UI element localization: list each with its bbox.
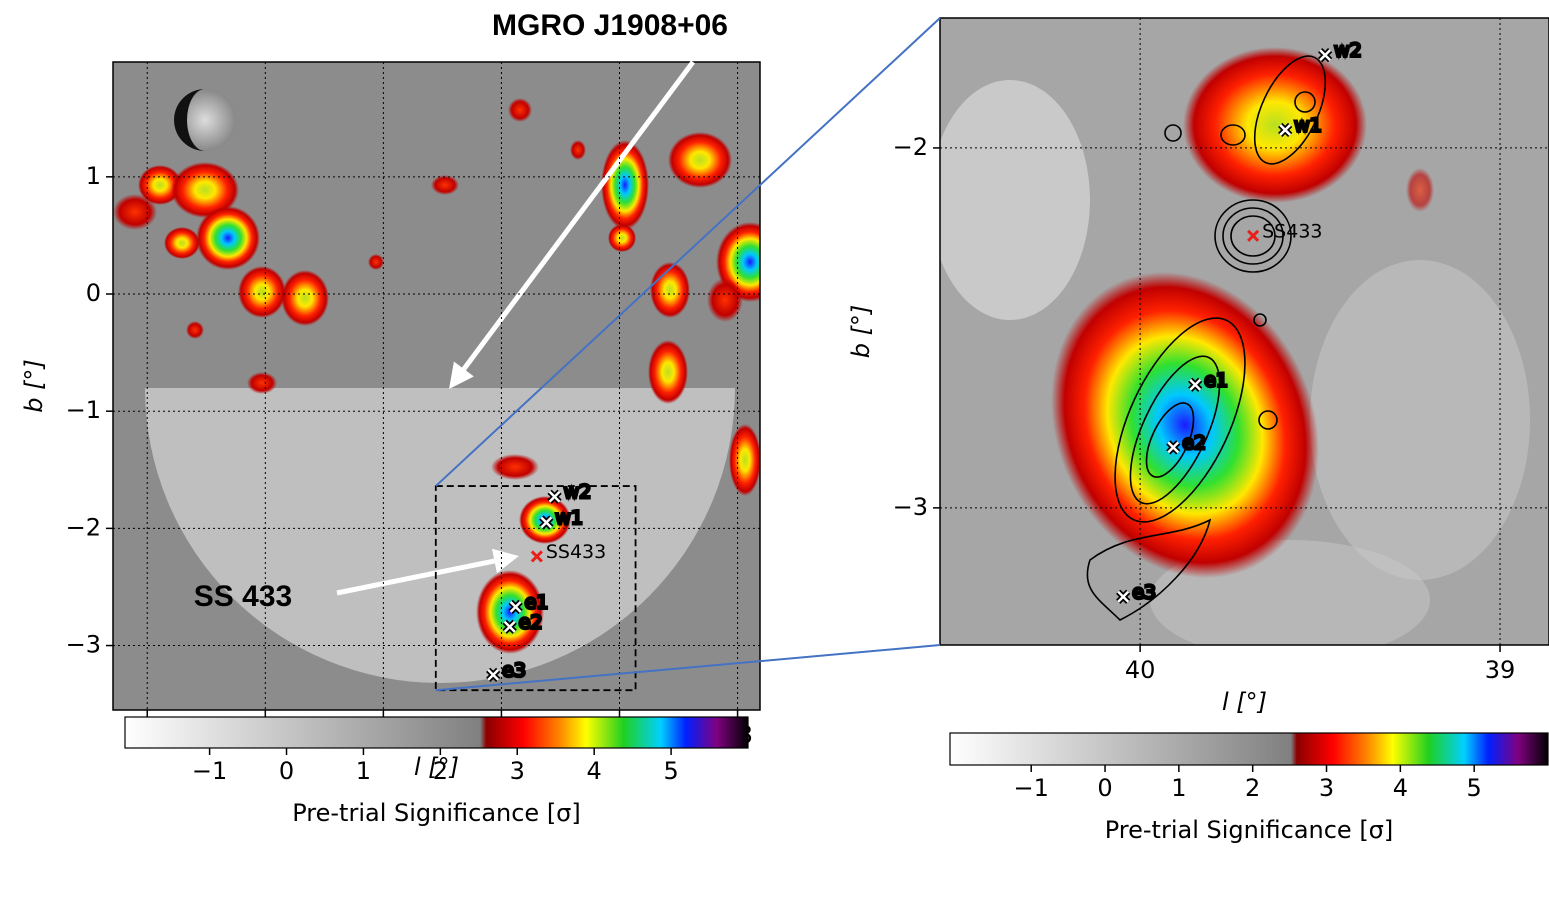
source-marker <box>548 490 561 503</box>
x-tick-label: 39 <box>1485 656 1516 684</box>
colorbar-tick-label: −1 <box>192 757 227 785</box>
colorbar-tick-label: 0 <box>279 757 294 785</box>
source-marker <box>1319 49 1332 61</box>
x-axis-label: l [°] <box>1222 688 1267 716</box>
y-axis-label: b [°] <box>847 305 875 359</box>
axes-frame <box>112 61 761 711</box>
annotation-ss433: SS 433 <box>194 580 292 613</box>
zoom-connector <box>435 17 941 487</box>
colorbar <box>124 716 749 749</box>
source-label: e2 <box>1182 432 1206 454</box>
light-patch <box>1310 260 1530 580</box>
source-marker <box>1189 378 1202 391</box>
annotation-mgro: MGRO J1908+06 <box>492 9 728 42</box>
source-label: e3 <box>502 659 526 681</box>
source-label: SS433 <box>1262 220 1322 242</box>
colorbar-label: Pre-trial Significance [σ] <box>292 799 581 827</box>
source-label: e3 <box>1132 581 1156 603</box>
colorbar-tick-label: 3 <box>1319 774 1334 802</box>
source-label: e2 <box>519 611 543 633</box>
source-label: w1 <box>555 507 583 529</box>
source-marker <box>530 550 543 563</box>
y-tick-label: −1 <box>66 396 101 424</box>
source-label: w2 <box>564 481 592 503</box>
y-axis-label: b [°] <box>20 359 48 413</box>
annotation-arrow <box>336 548 519 596</box>
colorbar-tick-label: 1 <box>356 757 371 785</box>
light-region <box>145 388 735 683</box>
colorbar-tick-label: 4 <box>587 757 602 785</box>
colorbar-tick-label: 5 <box>1467 774 1482 802</box>
source-marker <box>540 516 553 529</box>
x-axis-label: l [°] <box>414 753 459 781</box>
zoom-box <box>434 485 637 692</box>
colorbar-tick-label: 3 <box>510 757 525 785</box>
light-patch <box>940 80 1090 320</box>
source-label: e1 <box>1204 369 1228 391</box>
sky-map-left <box>113 62 760 710</box>
colorbar-label: Pre-trial Significance [σ] <box>1105 816 1394 844</box>
y-tick-label: −3 <box>66 631 101 659</box>
y-tick-label: −2 <box>893 133 928 161</box>
sky-map-right <box>940 18 1549 645</box>
colorbar-tick-label: 5 <box>663 757 678 785</box>
source-marker <box>1167 441 1180 454</box>
source-marker <box>1247 229 1260 242</box>
zoom-connector <box>435 644 941 692</box>
source-label: w2 <box>1334 40 1362 62</box>
hotspots <box>113 98 760 654</box>
axes-frame <box>939 17 1549 646</box>
moon-icon <box>174 89 236 151</box>
colorbar-tick-label: 4 <box>1393 774 1408 802</box>
source-marker <box>503 620 516 633</box>
x-tick-label: 40 <box>1125 656 1156 684</box>
y-tick-label: 0 <box>86 279 101 307</box>
source-label: e1 <box>525 591 549 613</box>
contours <box>1086 55 1327 621</box>
y-tick-label: −3 <box>893 493 928 521</box>
source-marker <box>487 668 500 681</box>
colorbar <box>949 732 1549 766</box>
source-marker <box>1279 124 1292 136</box>
colorbar-tick-label: 1 <box>1171 774 1186 802</box>
colorbar-tick-label: −1 <box>1014 774 1049 802</box>
colorbar-tick-label: 2 <box>1245 774 1260 802</box>
source-label: w1 <box>1294 114 1322 136</box>
source-marker <box>1117 590 1130 603</box>
colorbar-tick-label: 2 <box>433 757 448 785</box>
source-marker <box>509 600 522 613</box>
moon-shadow <box>174 89 205 151</box>
y-tick-label: −2 <box>66 513 101 541</box>
y-tick-label: 1 <box>86 162 101 190</box>
source-label: SS433 <box>546 541 606 563</box>
annotation-arrow <box>449 60 696 390</box>
colorbar-tick-label: 0 <box>1097 774 1112 802</box>
